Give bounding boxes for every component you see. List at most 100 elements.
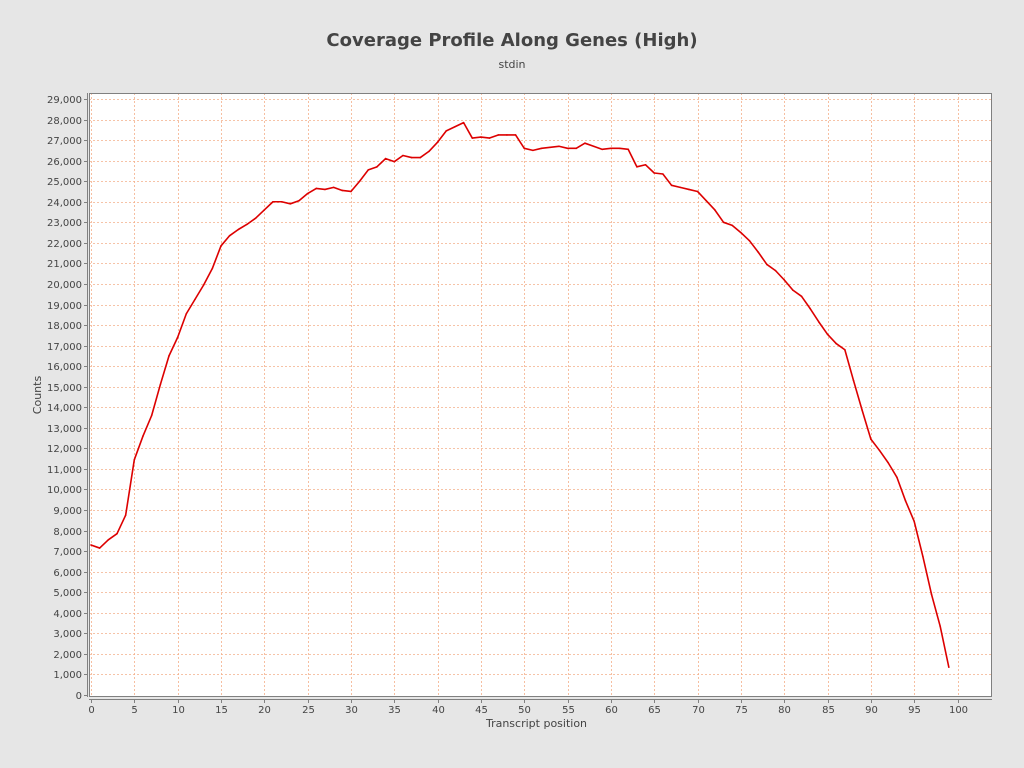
data-point: [922, 555, 924, 558]
data-point: [488, 137, 491, 139]
data-point: [393, 160, 396, 163]
chart-subtitle: stdin: [498, 58, 526, 71]
data-point: [584, 142, 586, 144]
data-point: [480, 136, 482, 138]
data-point: [506, 134, 508, 136]
y-axis-label: Counts: [31, 376, 44, 415]
y-tick-label: 23,000: [47, 218, 82, 229]
y-tick-label: 16,000: [47, 362, 82, 373]
data-point: [766, 263, 768, 266]
data-point: [419, 156, 422, 159]
x-tick-label: 20: [258, 705, 271, 716]
x-tick-label: 5: [131, 705, 137, 716]
data-point: [159, 383, 162, 386]
x-tick-label: 45: [475, 705, 488, 716]
y-tick-label: 26,000: [47, 157, 82, 168]
y-tick-label: 1,000: [53, 670, 82, 681]
x-tick-label: 70: [692, 705, 705, 716]
y-tick-label: 18,000: [47, 321, 82, 332]
y-tick-label: 28,000: [47, 116, 82, 127]
data-point: [410, 156, 413, 159]
y-tick-label: 19,000: [47, 301, 82, 312]
data-point: [289, 203, 292, 205]
data-point: [376, 166, 378, 168]
x-tick-label: 95: [908, 705, 921, 716]
data-point: [740, 231, 742, 234]
y-tick-label: 21,000: [47, 259, 82, 270]
data-point: [549, 146, 552, 149]
y-tick-label: 12,000: [47, 444, 82, 455]
data-point: [610, 147, 612, 150]
data-point: [324, 188, 326, 191]
data-point: [852, 379, 855, 382]
data-point: [202, 284, 205, 286]
data-point: [445, 130, 448, 132]
data-point: [315, 187, 318, 190]
data-point: [644, 163, 647, 166]
data-point: [367, 169, 370, 171]
data-point: [116, 532, 118, 535]
data-point: [341, 189, 344, 192]
data-point: [844, 348, 846, 351]
data-point: [818, 321, 820, 323]
x-tick-label: 25: [302, 705, 315, 716]
data-point: [194, 298, 196, 301]
data-point: [454, 125, 456, 128]
y-tick-label: 11,000: [47, 465, 82, 476]
data-point: [90, 544, 92, 546]
plot-area: [89, 93, 992, 697]
y-tick-label: 9,000: [53, 506, 82, 517]
data-point: [185, 312, 188, 315]
data-point: [514, 134, 517, 136]
data-point: [826, 333, 829, 336]
data-point: [358, 180, 361, 183]
data-point: [558, 145, 560, 148]
data-point: [887, 461, 889, 464]
data-point: [870, 438, 872, 440]
data-point: [627, 148, 630, 151]
y-tick-label: 15,000: [47, 383, 82, 394]
x-tick-label: 100: [949, 705, 968, 716]
data-point: [220, 245, 222, 247]
x-tick-label: 65: [648, 705, 661, 716]
x-tick-label: 85: [822, 705, 835, 716]
data-point: [714, 209, 716, 211]
data-point: [688, 188, 690, 191]
chart-title: Coverage Profile Along Genes (High): [326, 30, 698, 51]
series-group: [90, 121, 950, 669]
y-tick-label: 10,000: [47, 485, 82, 496]
data-point: [98, 547, 101, 549]
data-point: [679, 186, 682, 189]
data-point: [332, 186, 335, 189]
data-point: [653, 172, 656, 174]
data-point: [731, 224, 734, 227]
data-point: [228, 234, 231, 237]
data-point: [497, 134, 500, 136]
data-point: [150, 414, 153, 417]
data-point: [636, 166, 638, 168]
data-point: [904, 499, 907, 502]
y-tick-label: 24,000: [47, 198, 82, 209]
data-point: [757, 251, 760, 253]
data-point: [566, 147, 569, 150]
data-point: [124, 514, 127, 516]
data-point: [142, 435, 144, 437]
x-axis: 0 5 10 15 20 25 30 35 40 45 50 55 60 65 70 75 80 85 90 95 10…: [88, 699, 992, 716]
data-point: [471, 137, 474, 139]
data-point: [783, 279, 785, 281]
data-point: [540, 147, 543, 150]
y-tick-label: 3,000: [53, 629, 82, 640]
x-tick-label: 30: [345, 705, 358, 716]
y-tick-label: 8,000: [53, 527, 82, 538]
data-point: [618, 147, 621, 150]
data-point: [402, 154, 404, 157]
data-point: [670, 184, 673, 187]
data-point: [913, 520, 915, 523]
x-tick-label: 10: [172, 705, 185, 716]
data-point: [133, 458, 136, 461]
y-tick-label: 7,000: [53, 547, 82, 558]
x-tick-label: 90: [865, 705, 878, 716]
y-tick-label: 13,000: [47, 424, 82, 435]
data-point: [298, 199, 300, 202]
data-point: [211, 267, 214, 270]
